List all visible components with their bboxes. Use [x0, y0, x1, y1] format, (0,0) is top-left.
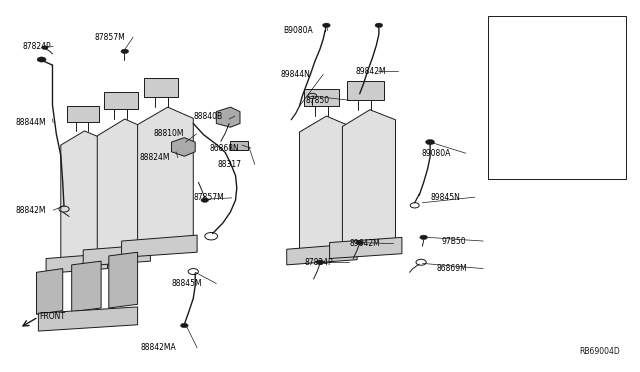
Circle shape — [201, 198, 209, 202]
Text: 87824P: 87824P — [305, 258, 333, 267]
Circle shape — [316, 260, 324, 264]
Polygon shape — [216, 107, 240, 127]
Text: 86869M: 86869M — [436, 264, 467, 273]
Polygon shape — [36, 269, 63, 314]
Polygon shape — [342, 110, 396, 248]
Circle shape — [180, 323, 188, 328]
Text: RB69004D: RB69004D — [579, 347, 620, 356]
Polygon shape — [46, 254, 108, 273]
Polygon shape — [138, 107, 193, 246]
Text: 88810M: 88810M — [154, 129, 184, 138]
Polygon shape — [287, 244, 357, 265]
Text: FRONT: FRONT — [40, 312, 66, 321]
Text: 89845N: 89845N — [430, 193, 460, 202]
Text: 88842M: 88842M — [16, 206, 47, 215]
Circle shape — [323, 23, 330, 28]
Polygon shape — [230, 141, 248, 150]
Circle shape — [420, 235, 428, 240]
Polygon shape — [300, 116, 351, 254]
Polygon shape — [347, 81, 384, 100]
Polygon shape — [144, 78, 178, 97]
Polygon shape — [109, 252, 138, 308]
Text: 88840B: 88840B — [194, 112, 223, 121]
Text: 87850: 87850 — [306, 96, 330, 105]
Text: 88842MA: 88842MA — [141, 343, 177, 352]
Circle shape — [559, 113, 567, 118]
Text: 88845M: 88845M — [172, 279, 202, 288]
Text: 88824M: 88824M — [140, 153, 170, 162]
Text: 86868N: 86868N — [210, 144, 239, 153]
Polygon shape — [172, 138, 195, 156]
Polygon shape — [38, 307, 138, 331]
Text: B9080A: B9080A — [283, 26, 312, 35]
Circle shape — [375, 23, 383, 28]
Circle shape — [42, 46, 48, 49]
Polygon shape — [67, 106, 99, 122]
Circle shape — [356, 240, 364, 245]
FancyBboxPatch shape — [488, 16, 626, 179]
Polygon shape — [61, 131, 108, 262]
Text: 89642M: 89642M — [349, 239, 380, 248]
Circle shape — [121, 49, 129, 54]
Text: 86848R: 86848R — [507, 78, 536, 87]
Polygon shape — [304, 89, 339, 106]
Circle shape — [561, 21, 568, 26]
Text: 89844N: 89844N — [280, 70, 310, 79]
Polygon shape — [330, 237, 402, 259]
Polygon shape — [97, 119, 148, 254]
Text: 87857M: 87857M — [95, 33, 125, 42]
Text: 97B50: 97B50 — [442, 237, 466, 246]
Polygon shape — [122, 235, 197, 257]
Polygon shape — [104, 92, 138, 109]
Text: 89842M: 89842M — [355, 67, 386, 76]
Text: 87824P: 87824P — [22, 42, 51, 51]
Text: 88844M: 88844M — [16, 118, 47, 127]
Text: 89080A: 89080A — [421, 149, 451, 158]
Text: 88317: 88317 — [218, 160, 242, 169]
Circle shape — [37, 57, 46, 62]
Circle shape — [426, 140, 435, 145]
Polygon shape — [83, 245, 150, 266]
Polygon shape — [72, 261, 101, 312]
Text: 87857M: 87857M — [193, 193, 224, 202]
